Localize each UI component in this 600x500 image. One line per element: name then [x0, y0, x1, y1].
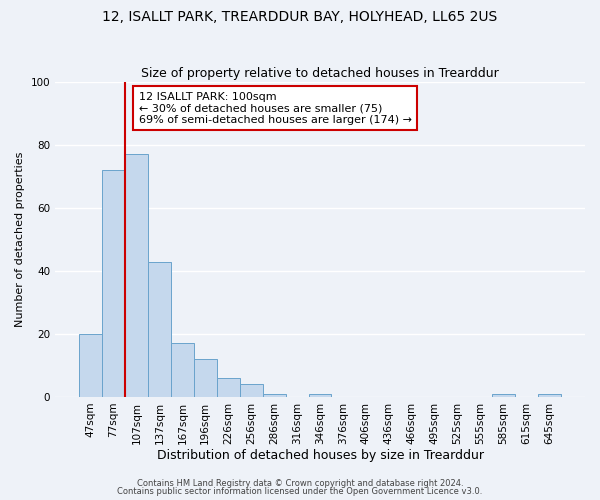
Bar	[194, 359, 217, 397]
Y-axis label: Number of detached properties: Number of detached properties	[15, 152, 25, 327]
Text: 12 ISALLT PARK: 100sqm
← 30% of detached houses are smaller (75)
69% of semi-det: 12 ISALLT PARK: 100sqm ← 30% of detached…	[139, 92, 412, 124]
Bar	[240, 384, 263, 397]
Bar	[148, 262, 171, 397]
Bar	[538, 394, 561, 397]
Bar	[79, 334, 102, 397]
Bar	[492, 394, 515, 397]
Text: 12, ISALLT PARK, TREARDDUR BAY, HOLYHEAD, LL65 2US: 12, ISALLT PARK, TREARDDUR BAY, HOLYHEAD…	[103, 10, 497, 24]
Bar	[125, 154, 148, 397]
Bar	[308, 394, 331, 397]
Bar	[217, 378, 240, 397]
Bar	[263, 394, 286, 397]
Text: Contains HM Land Registry data © Crown copyright and database right 2024.: Contains HM Land Registry data © Crown c…	[137, 478, 463, 488]
Bar	[102, 170, 125, 397]
Text: Contains public sector information licensed under the Open Government Licence v3: Contains public sector information licen…	[118, 487, 482, 496]
X-axis label: Distribution of detached houses by size in Trearddur: Distribution of detached houses by size …	[157, 450, 484, 462]
Title: Size of property relative to detached houses in Trearddur: Size of property relative to detached ho…	[141, 66, 499, 80]
Bar	[171, 344, 194, 397]
